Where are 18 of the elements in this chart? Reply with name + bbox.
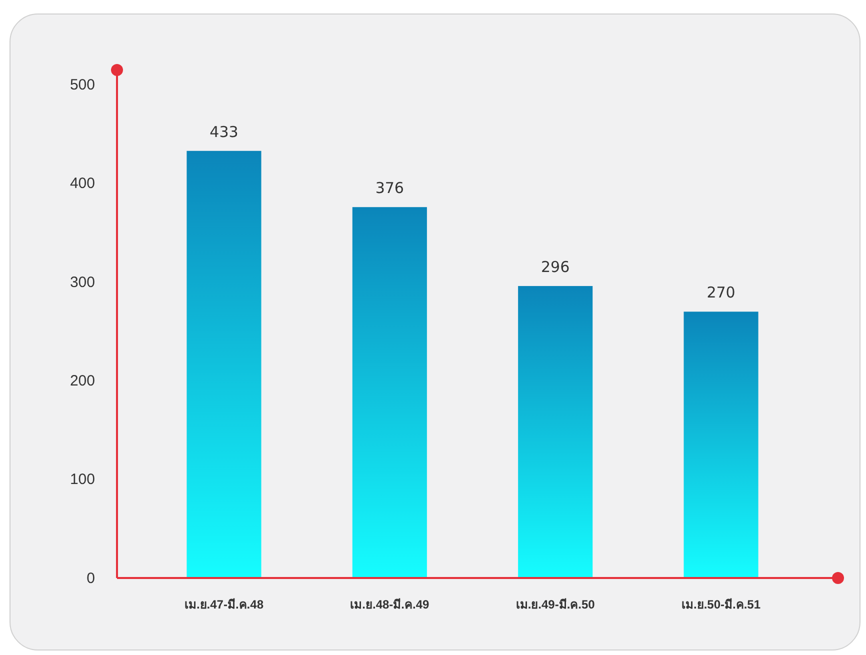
- x-tick-label: เม.ย.50-มี.ค.51: [682, 598, 761, 612]
- data-label: 296: [541, 258, 570, 276]
- y-tick-label: 400: [70, 175, 95, 192]
- data-label: 270: [706, 284, 736, 302]
- y-tick-label: 300: [70, 274, 95, 291]
- y-tick-label: 500: [70, 76, 95, 94]
- data-label: 433: [210, 122, 238, 141]
- x-tick-label: เม.ย.49-มี.ค.50: [516, 598, 596, 612]
- bar: [186, 150, 262, 578]
- bar: [518, 286, 593, 578]
- y-tick-label: 200: [70, 372, 95, 390]
- y-tick-label: 0: [86, 570, 95, 587]
- data-label: 376: [375, 179, 404, 198]
- x-tick-label: เม.ย.48-มี.ค.49: [350, 598, 430, 612]
- x-tick-label: เม.ย.47-มี.ค.48: [184, 598, 264, 612]
- bar: [352, 207, 427, 578]
- bar: [684, 312, 758, 578]
- y-tick-label: 100: [70, 471, 95, 488]
